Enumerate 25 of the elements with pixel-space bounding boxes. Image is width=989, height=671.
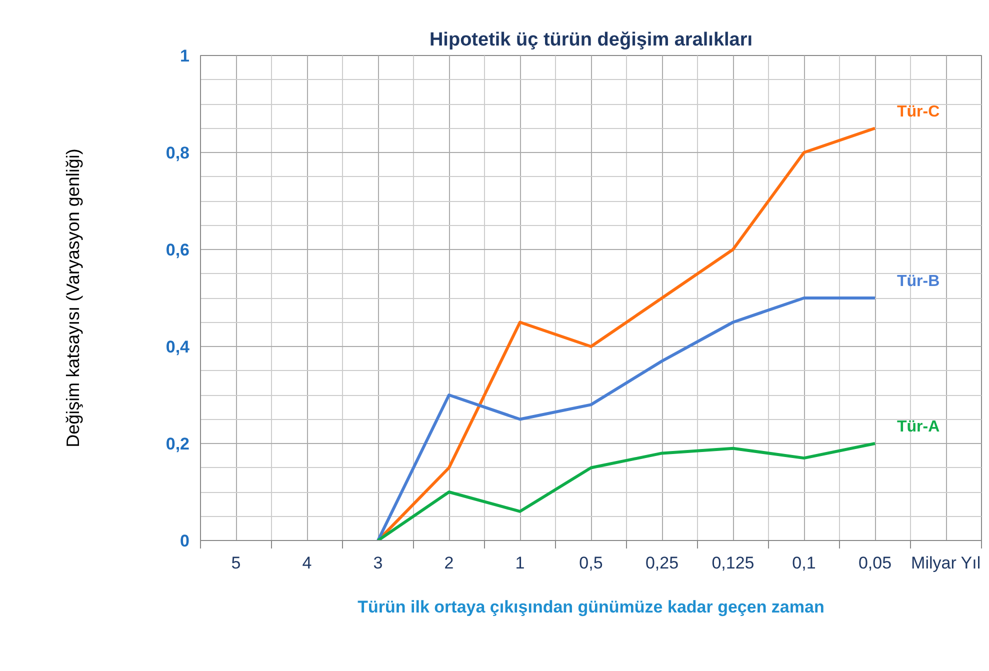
x-tick-label: 5 (231, 554, 241, 572)
x-tick-label: 0,5 (579, 554, 603, 572)
x-tick-label: 3 (373, 554, 383, 572)
x-tick-label: Milyar Yıl (911, 554, 981, 572)
series-label: Tür-B (897, 273, 940, 290)
line-series (376, 296, 876, 540)
chart-title: Hipotetik üç türün değişim aralıkları (429, 30, 753, 50)
x-tick-label: 1 (515, 554, 525, 572)
y-tick-label: 0,6 (166, 240, 190, 260)
x-tick-label: 0,125 (712, 554, 754, 572)
y-axis-title: Değişim katsayısı (Varyasyon genliği) (62, 148, 83, 448)
x-tick-label: 2 (444, 554, 454, 572)
series-label: Tür-C (897, 103, 940, 120)
x-tick-label: 0,1 (792, 554, 816, 572)
x-tick-label: 4 (302, 554, 312, 572)
x-tick-label: 0,25 (645, 554, 679, 572)
y-tick-label: 0,2 (166, 434, 190, 454)
y-tick-label: 0,4 (166, 338, 190, 356)
x-tick-label: 0,05 (858, 554, 892, 572)
line-series (376, 442, 876, 540)
series-label: Tür-A (897, 418, 940, 436)
y-tick-label: 1 (180, 46, 190, 66)
y-tick-label: 0,8 (166, 144, 190, 162)
x-axis-title: Türün ilk ortaya çıkışından günümüze kadar geçen zaman (358, 598, 824, 616)
y-tick-label: 0 (180, 532, 190, 550)
